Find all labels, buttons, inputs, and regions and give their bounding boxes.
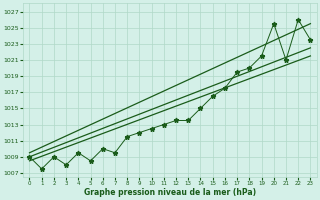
X-axis label: Graphe pression niveau de la mer (hPa): Graphe pression niveau de la mer (hPa) [84, 188, 256, 197]
